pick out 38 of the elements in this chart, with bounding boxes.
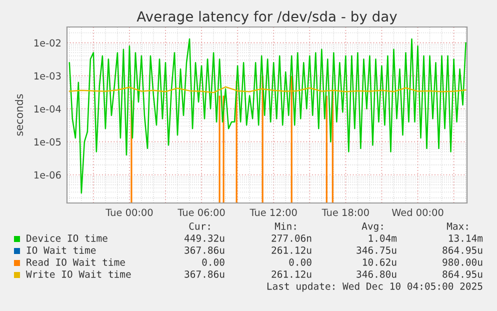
x-tick-label: Tue 12:00 xyxy=(250,208,297,216)
text: 1.04m xyxy=(368,234,397,242)
text: 13.14m xyxy=(449,234,483,242)
x-tick-label: Tue 00:00 xyxy=(106,208,153,216)
line-series xyxy=(68,38,466,194)
text: 261.12u xyxy=(272,246,312,254)
text: 277.06n xyxy=(272,234,312,242)
text: 367.86u xyxy=(184,270,224,278)
text: 864.95u xyxy=(442,270,482,278)
x-tick-label: Wed 00:00 xyxy=(392,208,444,216)
y-tick-label: 1e-02 xyxy=(34,39,60,47)
chart-title: Average latency for /dev/sda - by day xyxy=(136,10,397,24)
y-tick-label: 1e-06 xyxy=(34,171,61,179)
text: 980.00u xyxy=(442,258,482,266)
text: Max: xyxy=(446,222,468,230)
x-tick-label: Tue 06:00 xyxy=(178,208,225,216)
text: 0.00 xyxy=(289,258,312,266)
y-tick-label: 1e-05 xyxy=(34,138,61,146)
text: Last update: Wed Dec 10 04:05:00 2025 xyxy=(267,282,482,292)
legend-label: Write IO Wait time xyxy=(26,270,131,278)
text: 10.62u xyxy=(363,258,396,266)
text: 449.32u xyxy=(184,234,224,242)
y-axis-title: seconds xyxy=(14,94,24,136)
text: 346.80u xyxy=(356,270,396,278)
legend-label: Read IO Wait time xyxy=(26,258,125,266)
text: Cur: xyxy=(189,222,210,230)
legend-label: Device IO time xyxy=(26,234,108,242)
text: 864.95u xyxy=(442,246,482,254)
y-tick-label: 1e-04 xyxy=(34,105,61,113)
text: Avg: xyxy=(362,222,383,232)
text: 261.12u xyxy=(272,270,312,278)
text: 367.86u xyxy=(184,246,224,254)
text: 346.75u xyxy=(356,246,396,254)
text: Min: xyxy=(274,222,296,230)
y-tick-label: 1e-03 xyxy=(34,72,61,80)
x-tick-label: Tue 18:00 xyxy=(322,208,369,216)
text: 0.00 xyxy=(202,258,224,266)
legend-label: IO Wait time xyxy=(26,246,96,254)
